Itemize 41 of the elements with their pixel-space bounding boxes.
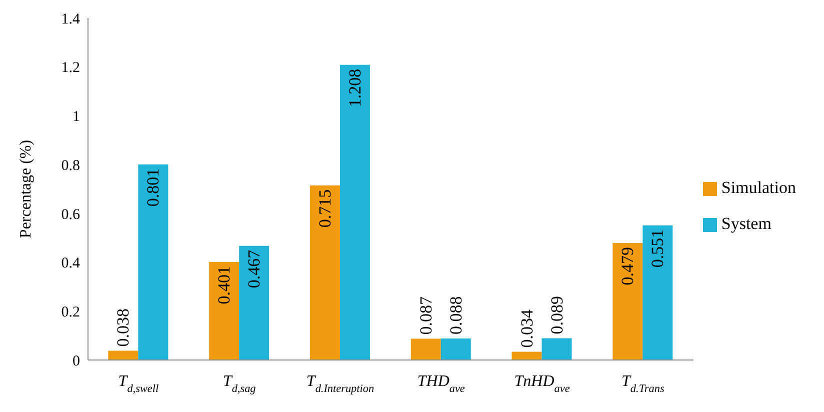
- y-tick-label: 0.8: [61, 158, 80, 174]
- x-tick-label: TnHD$_{ave}$: [514, 373, 570, 395]
- y-tick-label: 0.2: [61, 304, 80, 320]
- x-tick-label: T$_{d.Interuption}$: [306, 373, 374, 395]
- y-tick-label: 0.4: [61, 256, 80, 272]
- data-label: 0.801: [144, 168, 163, 207]
- bar: [239, 246, 270, 360]
- data-label: 0.087: [416, 296, 436, 335]
- y-tick-label: 0: [72, 353, 80, 370]
- legend-label: System: [721, 214, 772, 233]
- data-label: 0.479: [618, 246, 638, 286]
- y-tick-label: 1: [72, 109, 80, 126]
- y-tick-label: 1.2: [61, 60, 80, 76]
- bar: [138, 164, 168, 360]
- data-label: 0.038: [114, 308, 133, 347]
- data-label: 1.208: [345, 68, 364, 108]
- data-label: 0.715: [315, 189, 334, 228]
- data-label: 0.034: [517, 308, 536, 348]
- y-tick-label: 1.4: [61, 11, 80, 28]
- data-label: 0.089: [547, 296, 566, 334]
- y-tick-label: 0.6: [61, 206, 80, 223]
- data-label: 0.401: [214, 266, 234, 304]
- legend-label: Simulation: [721, 178, 796, 197]
- bar: [340, 64, 370, 360]
- bar: [542, 338, 572, 360]
- bar: [108, 350, 138, 360]
- data-label: 0.551: [648, 229, 668, 268]
- x-tick-label: T$_{d,sag}$: [222, 373, 256, 395]
- bar: [209, 262, 240, 360]
- x-tick-label: THD$_{ave}$: [417, 373, 465, 395]
- bar: [310, 185, 340, 360]
- x-tick-label: T$_{d,swell}$: [118, 373, 159, 395]
- bar: [612, 242, 643, 360]
- bar: [440, 338, 471, 360]
- data-label: 0.467: [244, 249, 264, 288]
- x-tick-label: T$_{d.Trans}$: [622, 373, 665, 395]
- y-axis-title: Percentage (%): [18, 140, 35, 238]
- bar: [410, 338, 441, 360]
- bar: [642, 225, 673, 360]
- data-label: 0.088: [446, 296, 466, 335]
- bar: [512, 352, 542, 360]
